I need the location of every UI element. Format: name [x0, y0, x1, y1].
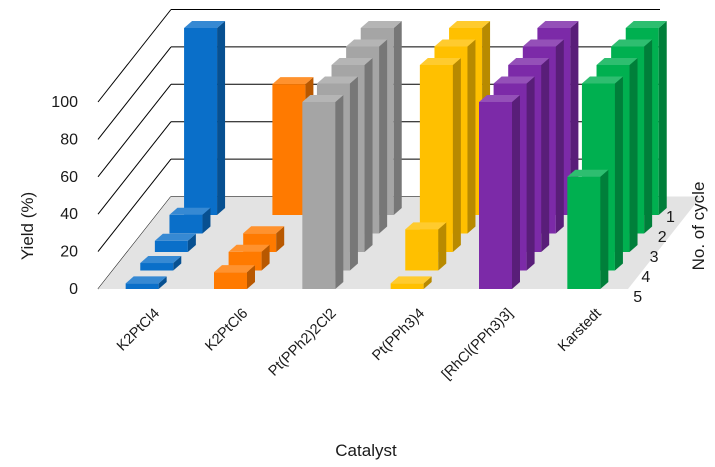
bar-top: [596, 58, 638, 65]
bar-side: [438, 222, 447, 271]
bar-front: [567, 176, 601, 289]
bar-side: [600, 169, 609, 289]
bar-top: [140, 256, 182, 264]
bar-top: [184, 21, 226, 28]
bar-top: [243, 226, 285, 234]
bar-top: [611, 39, 653, 47]
y-axis-title: Yield (%): [18, 192, 37, 260]
bar-top: [169, 207, 211, 215]
category-label: [RhCl(PPh3)3]: [439, 306, 516, 383]
bar-side: [452, 58, 461, 252]
bar-top: [508, 58, 550, 65]
bar-top: [405, 222, 447, 230]
y-tick-label: 0: [69, 281, 78, 298]
gridline-side: [97, 83, 172, 178]
bar-front: [140, 263, 174, 271]
bar-side: [541, 58, 550, 252]
x-axis-title: Catalyst: [335, 441, 397, 460]
y-tick-label: 80: [60, 131, 78, 148]
bar-front: [125, 283, 159, 289]
bar-top: [581, 76, 623, 84]
bar-side: [423, 276, 432, 289]
gridline-side: [97, 158, 172, 252]
bar-side: [393, 21, 402, 215]
bar-side: [526, 76, 535, 271]
bar-side: [555, 39, 564, 234]
bar-front: [169, 214, 203, 234]
category-label: Karstedt: [555, 306, 604, 355]
bar-side: [261, 244, 270, 271]
bar-side: [335, 95, 344, 289]
depth-axis-title: No. of cycle: [689, 182, 708, 271]
bar-side: [158, 276, 167, 289]
bar-top: [390, 276, 432, 284]
bar-top: [567, 169, 609, 177]
bar-front: [390, 283, 424, 289]
category-label: Pt(PPh3)4: [369, 306, 428, 365]
bar-top: [302, 95, 344, 102]
bar-top: [272, 77, 314, 85]
bar-top: [346, 39, 388, 47]
bar-front: [419, 65, 453, 252]
bar-side: [658, 21, 667, 215]
bar-front: [302, 102, 336, 289]
bar-side: [614, 76, 623, 271]
bar-top: [154, 233, 196, 241]
bar-top: [449, 21, 491, 28]
bar-side: [629, 58, 638, 252]
bar-top: [125, 276, 167, 284]
bar-side: [173, 256, 182, 271]
cycle-tick-label: 2: [658, 229, 667, 246]
bar-side: [202, 207, 211, 234]
bar-top: [316, 76, 358, 84]
bar-side: [512, 95, 520, 289]
bar-front: [154, 240, 188, 252]
bar-top: [625, 21, 667, 28]
bar-top: [228, 244, 270, 252]
y-tick-label: 60: [60, 169, 78, 186]
bar-top: [493, 76, 535, 84]
cycle-tick-label: 3: [650, 249, 659, 266]
bar-side: [364, 58, 373, 252]
bar-top: [360, 21, 402, 28]
bar-top: [331, 58, 373, 65]
bar-top: [537, 21, 579, 28]
bar-top: [434, 39, 476, 47]
bar-top: [419, 58, 461, 65]
bar-side: [379, 39, 388, 234]
bar-side: [349, 76, 358, 271]
bar-top: [522, 39, 564, 47]
bar-side: [467, 39, 476, 234]
cycle-tick-label: 4: [641, 269, 650, 286]
bar-top: [479, 95, 520, 102]
bar-front: [479, 102, 512, 289]
bar-front: [214, 272, 247, 289]
gridline-side: [97, 9, 172, 103]
y-tick-label: 40: [60, 206, 78, 223]
bar-side: [276, 226, 285, 252]
bar-front: [272, 84, 306, 215]
bar-side: [217, 21, 226, 215]
bar-side: [570, 21, 579, 215]
y-tick-label: 100: [51, 94, 78, 111]
gridline-side: [97, 46, 172, 140]
cycle-tick-label: 5: [633, 289, 642, 306]
bar-front: [405, 229, 439, 271]
bar-side: [247, 265, 255, 289]
bar-side: [187, 233, 196, 252]
bars: [125, 21, 667, 289]
gridline-side: [97, 121, 172, 215]
cycle-tick-label: 1: [666, 209, 675, 226]
bar-top: [214, 265, 255, 273]
y-tick-label: 20: [60, 244, 78, 261]
category-label: K2PtCl6: [202, 306, 251, 355]
category-label: Pt(PPh2)2Cl2: [266, 306, 340, 380]
bar-side: [644, 39, 653, 234]
bar-front: [184, 28, 218, 215]
category-label: K2PtCl4: [114, 306, 163, 355]
